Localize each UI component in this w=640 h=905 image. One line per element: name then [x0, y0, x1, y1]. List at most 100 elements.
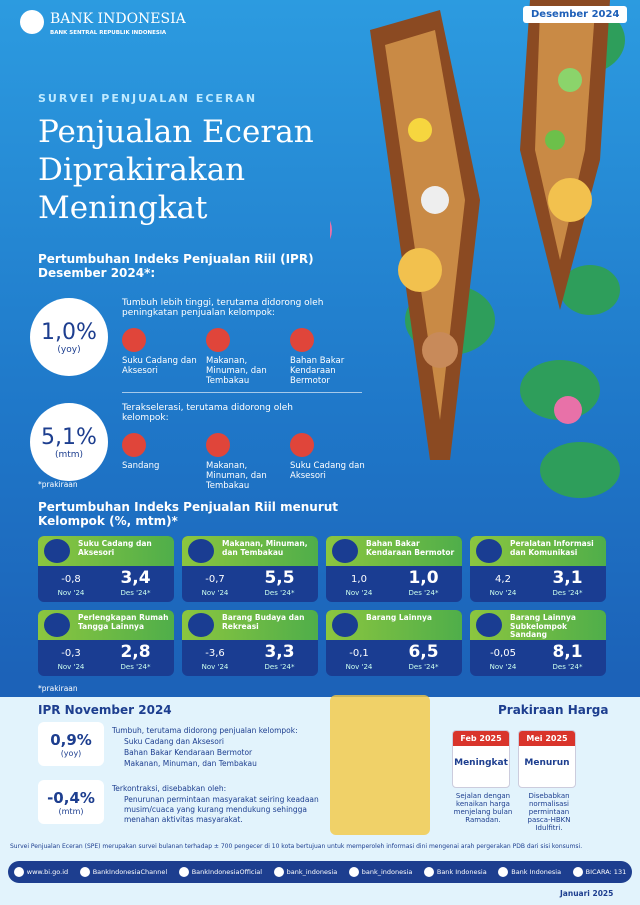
- social-handle: bank_indonesia: [286, 868, 338, 876]
- title-line: Penjualan Eceran: [38, 114, 314, 150]
- price-description: Sejalan dengan kenaikan harga menjelang …: [453, 792, 513, 824]
- social-icon: [13, 867, 24, 877]
- section-heading: IPR November 2024: [38, 703, 172, 717]
- curr-label: Des '24*: [408, 589, 439, 597]
- social-item: bank_indonesia: [273, 867, 338, 877]
- social-icon: [423, 867, 434, 877]
- social-icon: [572, 867, 583, 877]
- calendar-month: Feb 2025: [453, 731, 509, 746]
- november-description: Terkontraksi, disebabkan oleh:: [112, 784, 227, 793]
- curr-label: Des '24*: [264, 663, 295, 671]
- social-item: Bank Indonesia: [498, 867, 561, 877]
- curr-value: 3,1: [552, 568, 583, 588]
- price-description: Disebabkan normalisasi permintaan pasca-…: [527, 792, 571, 832]
- curr-label: Des '24*: [552, 663, 583, 671]
- indicator-circle: 1,0% (yoy): [30, 298, 108, 376]
- calendar: Mei 2025 Menurun: [518, 730, 576, 788]
- social-handle: BICARA: 131: [585, 868, 627, 876]
- prev-label: Nov '24: [201, 663, 229, 671]
- group-card: Peralatan Informasi dan Komunikasi 4,2 Nov…: [470, 536, 606, 602]
- curr-label: Des '24*: [120, 663, 151, 671]
- group-card: Bahan Bakar Kendaraan Bermotor 1,0 Nov '24…: [326, 536, 462, 602]
- prev-value: -0,3: [61, 648, 81, 659]
- section-heading: Pertumbuhan Indeks Penjualan Riil menuru…: [38, 500, 339, 528]
- group-card: Barang Lainnya -0,1 Nov '24 6,5 Des '24*: [326, 610, 462, 676]
- november-item: Makanan, Minuman, dan Tembakau: [124, 759, 257, 768]
- indicator-unit: (yoy): [57, 344, 81, 355]
- group-icon: [206, 328, 230, 352]
- curr-value: 3,3: [264, 642, 295, 662]
- social-handle: www.bi.go.id: [26, 868, 69, 876]
- curr-label: Des '24*: [120, 589, 151, 597]
- prev-value: -0,8: [61, 574, 81, 585]
- curr-value: 6,5: [408, 642, 439, 662]
- group-label: Makanan, Minuman, dan Tembakau: [206, 461, 267, 491]
- card-icon: [476, 613, 502, 637]
- section-heading: Prakiraan Harga: [498, 703, 609, 717]
- social-icon: [273, 867, 284, 877]
- card-icon: [476, 539, 502, 563]
- indicator-value: 5,1%: [41, 424, 97, 450]
- group-label: Suku Cadang dan Aksesori: [122, 356, 197, 376]
- footer-note: Survei Penjualan Eceran (SPE) merupakan …: [10, 843, 583, 850]
- traveler-illustration: [330, 695, 430, 835]
- social-handle: BankIndonesiaChannel: [92, 868, 168, 876]
- social-item: BankIndonesiaChannel: [79, 867, 168, 877]
- group-card: Suku Cadang dan Aksesori -0,8 Nov '24 3,4 De…: [38, 536, 174, 602]
- card-icon: [332, 539, 358, 563]
- social-handle: Bank Indonesia: [511, 868, 562, 876]
- group-card: Perlengkapan Rumah Tangga Lainnya -0,3 Nov…: [38, 610, 174, 676]
- prev-value: -0,05: [490, 648, 516, 659]
- curr-label: Des '24*: [264, 589, 295, 597]
- social-bar: www.bi.go.id BankIndonesiaChannel BankIndo…: [8, 861, 632, 883]
- prev-label: Nov '24: [57, 663, 85, 671]
- social-item: BankIndonesiaOfficial: [178, 867, 263, 877]
- social-handle: bank_indonesia: [361, 868, 413, 876]
- curr-label: Des '24*: [552, 589, 583, 597]
- group-card: Makanan, Minuman, dan Tembakau -0,7 Nov '2…: [182, 536, 318, 602]
- november-value: 0,9%: [50, 730, 92, 749]
- curr-value: 2,8: [120, 642, 151, 662]
- group-card: Barang Budaya dan Rekreasi -3,6 Nov '24 3,3…: [182, 610, 318, 676]
- curr-value: 8,1: [552, 642, 583, 662]
- social-icon: [79, 867, 90, 877]
- prev-value: -0,7: [205, 574, 225, 585]
- social-item: bank_indonesia: [348, 867, 413, 877]
- group-label: Bahan Bakar Kendaraan Bermotor: [290, 356, 345, 386]
- card-icon: [44, 613, 70, 637]
- divider: [122, 392, 362, 393]
- november-value-box: 0,9% (yoy): [38, 722, 104, 766]
- group-label: Sandang: [122, 461, 160, 471]
- curr-value: 5,5: [264, 568, 295, 588]
- curr-value: 1,0: [408, 568, 439, 588]
- group-card: Barang Lainnya Subkelompok Sandang -0,05 N…: [470, 610, 606, 676]
- card-icon: [44, 539, 70, 563]
- title-line: Diprakirakan: [38, 152, 246, 188]
- logo-mark: [20, 10, 44, 34]
- prev-value: 4,2: [495, 574, 511, 585]
- november-unit: (mtm): [58, 806, 84, 816]
- november-description: Tumbuh, terutama didorong penjualan kelo…: [112, 726, 298, 735]
- card-icon: [188, 539, 214, 563]
- logo-name: BANK INDONESIA: [50, 11, 186, 27]
- calendar: Feb 2025 Meningkat: [452, 730, 510, 788]
- november-item: Penurunan permintaan masyarakat seiring …: [124, 795, 319, 824]
- social-item: Bank Indonesia: [423, 867, 487, 877]
- indicator-unit: (mtm): [54, 449, 84, 460]
- date-badge: Desember 2024: [523, 6, 628, 23]
- group-icon: [122, 433, 146, 457]
- group-icon: [206, 433, 230, 457]
- indicator-description: Tumbuh lebih tinggi, terutama didorong o…: [122, 298, 324, 318]
- prev-label: Nov '24: [57, 589, 85, 597]
- calendar-direction: Menurun: [524, 758, 570, 768]
- social-handle: BankIndonesiaOfficial: [191, 868, 263, 876]
- curr-value: 3,4: [120, 568, 151, 588]
- curr-label: Des '24*: [408, 663, 439, 671]
- prev-value: -0,1: [349, 648, 369, 659]
- social-icon: [178, 867, 189, 877]
- logo-tagline: BANK SENTRAL REPUBLIK INDONESIA: [50, 30, 167, 36]
- note: *prakiraan: [38, 684, 78, 693]
- boat-illustration: [330, 0, 625, 498]
- group-icon: [290, 328, 314, 352]
- group-label: Makanan, Minuman, dan Tembakau: [206, 356, 267, 386]
